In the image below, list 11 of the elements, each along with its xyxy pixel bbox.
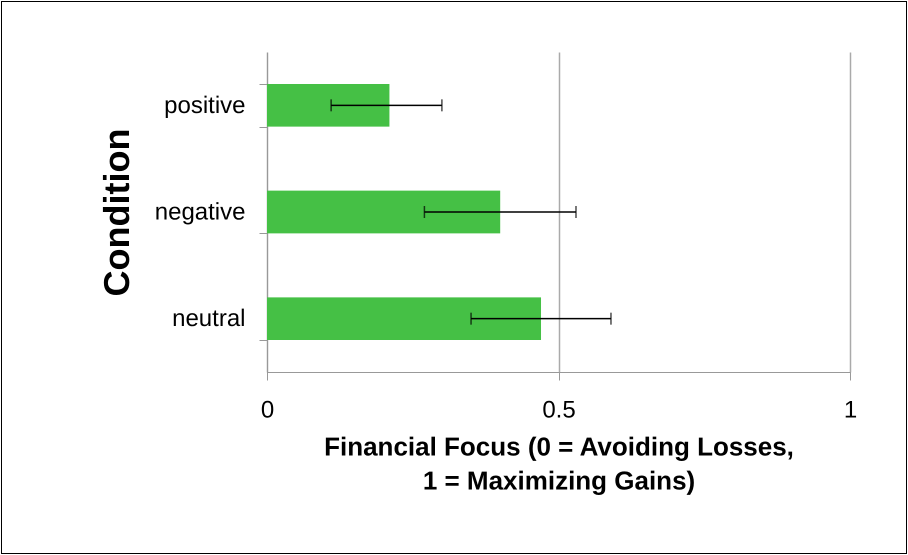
x-tick-label: 1	[844, 396, 858, 424]
bar	[267, 297, 542, 340]
x-tick-label: 0.5	[542, 396, 576, 424]
y-tick-label: positive	[164, 92, 246, 119]
bar	[267, 84, 390, 127]
y-tick-label: negative	[154, 198, 246, 226]
y-axis-title: Condition	[96, 128, 137, 296]
x-axis-title: Financial Focus (0 = Avoiding Losses, 1 = Maximizing Gains)	[324, 432, 794, 496]
bar	[267, 190, 500, 234]
x-tick-label: 0	[260, 396, 274, 424]
y-tick-label: neutral	[172, 305, 246, 332]
